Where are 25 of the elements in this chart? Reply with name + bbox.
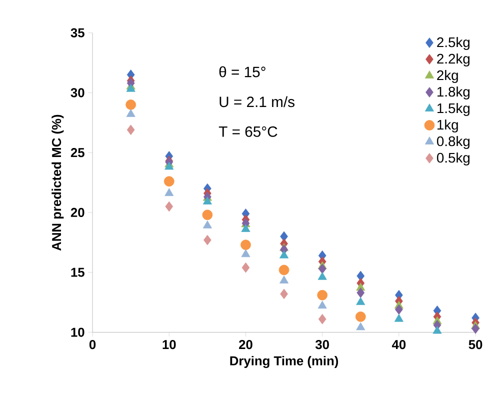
y-tick-label: 10 [71,328,84,337]
legend-label: 2.5kg [437,37,470,50]
x-axis-title: Drying Time (min) [230,356,338,368]
legend-label: 0.5kg [436,152,470,166]
legend-label: 0.8kg [436,136,470,149]
y-tick-label: 30 [70,88,84,98]
legend-label: 1kg [437,120,458,132]
legend-label: 2.2kg [437,54,470,66]
y-tick-label: 20 [70,208,84,218]
legend-label: 2kg [437,70,458,83]
y-tick-label: 25 [70,148,84,158]
annotation: U = 2.1 m/s [220,96,294,108]
y-tick-label: 35 [70,28,84,38]
y-tick-label: 15 [71,268,84,277]
x-tick-label: 0 [89,340,96,350]
x-tick-label: 10 [162,340,176,350]
x-tick-label: 50 [468,340,482,350]
y-axis-title: ANN predicted MC (%) [52,114,64,251]
legend-label: 1.5kg [437,103,470,116]
x-tick-label: 30 [315,340,329,350]
annotation: T = 65°C [218,126,278,137]
x-tick-label: 40 [392,340,406,350]
legend-label: 1.8kg [437,86,470,100]
annotation: θ = 15° [219,66,266,78]
x-tick-label: 20 [239,340,252,350]
